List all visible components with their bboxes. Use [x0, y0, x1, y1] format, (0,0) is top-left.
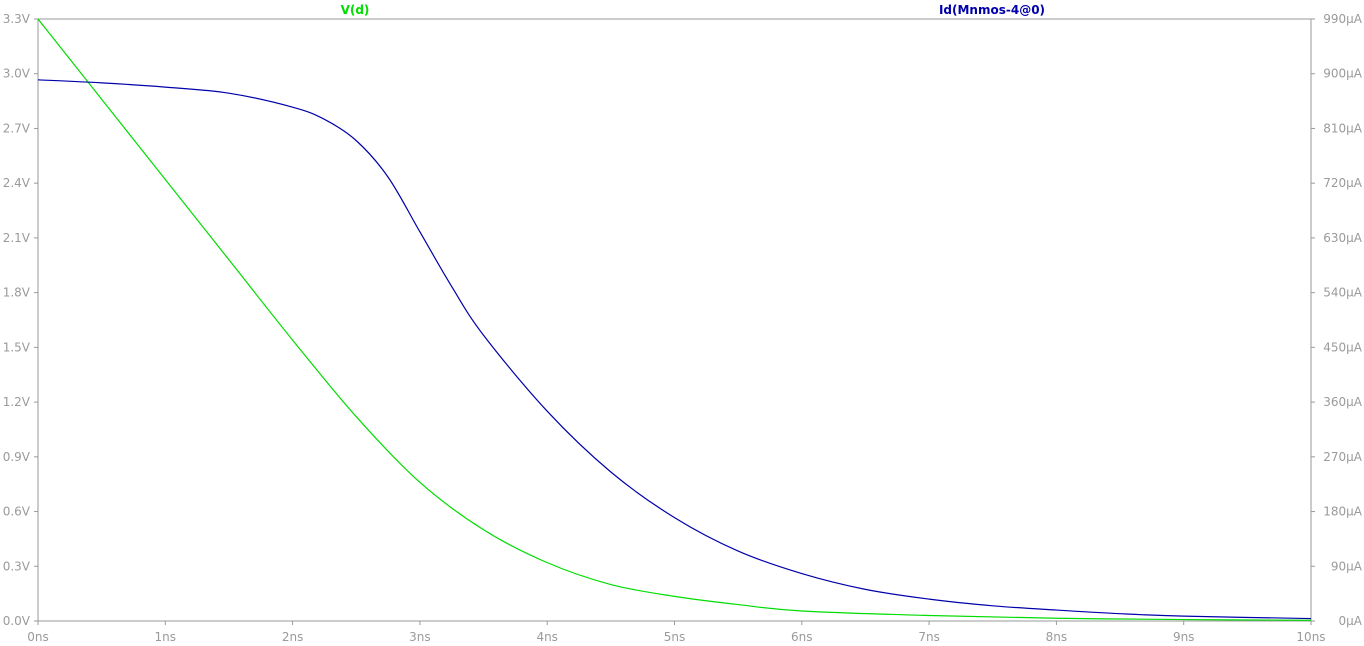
y-left-tick-label: 1.2V — [3, 395, 31, 409]
series-line-1 — [37, 18, 1312, 621]
x-tick-label: 9ns — [1173, 630, 1195, 644]
x-tick-label: 0ns — [27, 630, 49, 644]
y-right-tick-label: 900µA — [1323, 67, 1363, 81]
y-left-tick-label: 1.8V — [3, 286, 31, 300]
x-tick-label: 10ns — [1296, 630, 1325, 644]
x-tick-label: 2ns — [282, 630, 304, 644]
plot-frame — [37, 18, 1312, 622]
y-right-tick-label: 720µA — [1323, 176, 1363, 190]
x-tick-label: 4ns — [536, 630, 558, 644]
x-tick-label: 1ns — [155, 630, 177, 644]
y-left-tick-label: 2.1V — [3, 231, 31, 245]
y-left-tick-label: 0.0V — [3, 614, 31, 628]
y-left-tick-label: 2.7V — [3, 121, 31, 135]
x-tick-label: 5ns — [664, 630, 686, 644]
y-right-tick-label: 0µA — [1339, 614, 1363, 628]
series-title-1: V(d) — [341, 3, 370, 17]
x-tick-label: 8ns — [1046, 630, 1068, 644]
y-right-tick-label: 180µA — [1323, 505, 1363, 519]
y-right-tick-label: 450µA — [1323, 340, 1363, 354]
y-left-tick-label: 0.9V — [3, 450, 31, 464]
y-right-tick-label: 990µA — [1323, 12, 1363, 26]
y-left-tick-label: 0.6V — [3, 505, 31, 519]
y-left-tick-label: 2.4V — [3, 176, 31, 190]
y-left-tick-label: 0.3V — [3, 559, 31, 573]
y-left-tick-label: 3.0V — [3, 67, 31, 81]
y-right-tick-label: 810µA — [1323, 121, 1363, 135]
y-right-tick-label: 90µA — [1331, 559, 1363, 573]
y-right-tick-label: 360µA — [1323, 395, 1363, 409]
y-right-tick-label: 630µA — [1323, 231, 1363, 245]
x-tick-label: 7ns — [918, 630, 940, 644]
y-right-tick-label: 540µA — [1323, 286, 1363, 300]
x-tick-label: 3ns — [409, 630, 431, 644]
series-title-2: Id(Mnmos-4@0) — [939, 3, 1045, 17]
x-tick-label: 6ns — [791, 630, 813, 644]
y-left-tick-label: 1.5V — [3, 340, 31, 354]
series-line-2 — [37, 79, 1312, 620]
y-right-tick-label: 270µA — [1323, 450, 1363, 464]
y-left-tick-label: 3.3V — [3, 12, 31, 26]
